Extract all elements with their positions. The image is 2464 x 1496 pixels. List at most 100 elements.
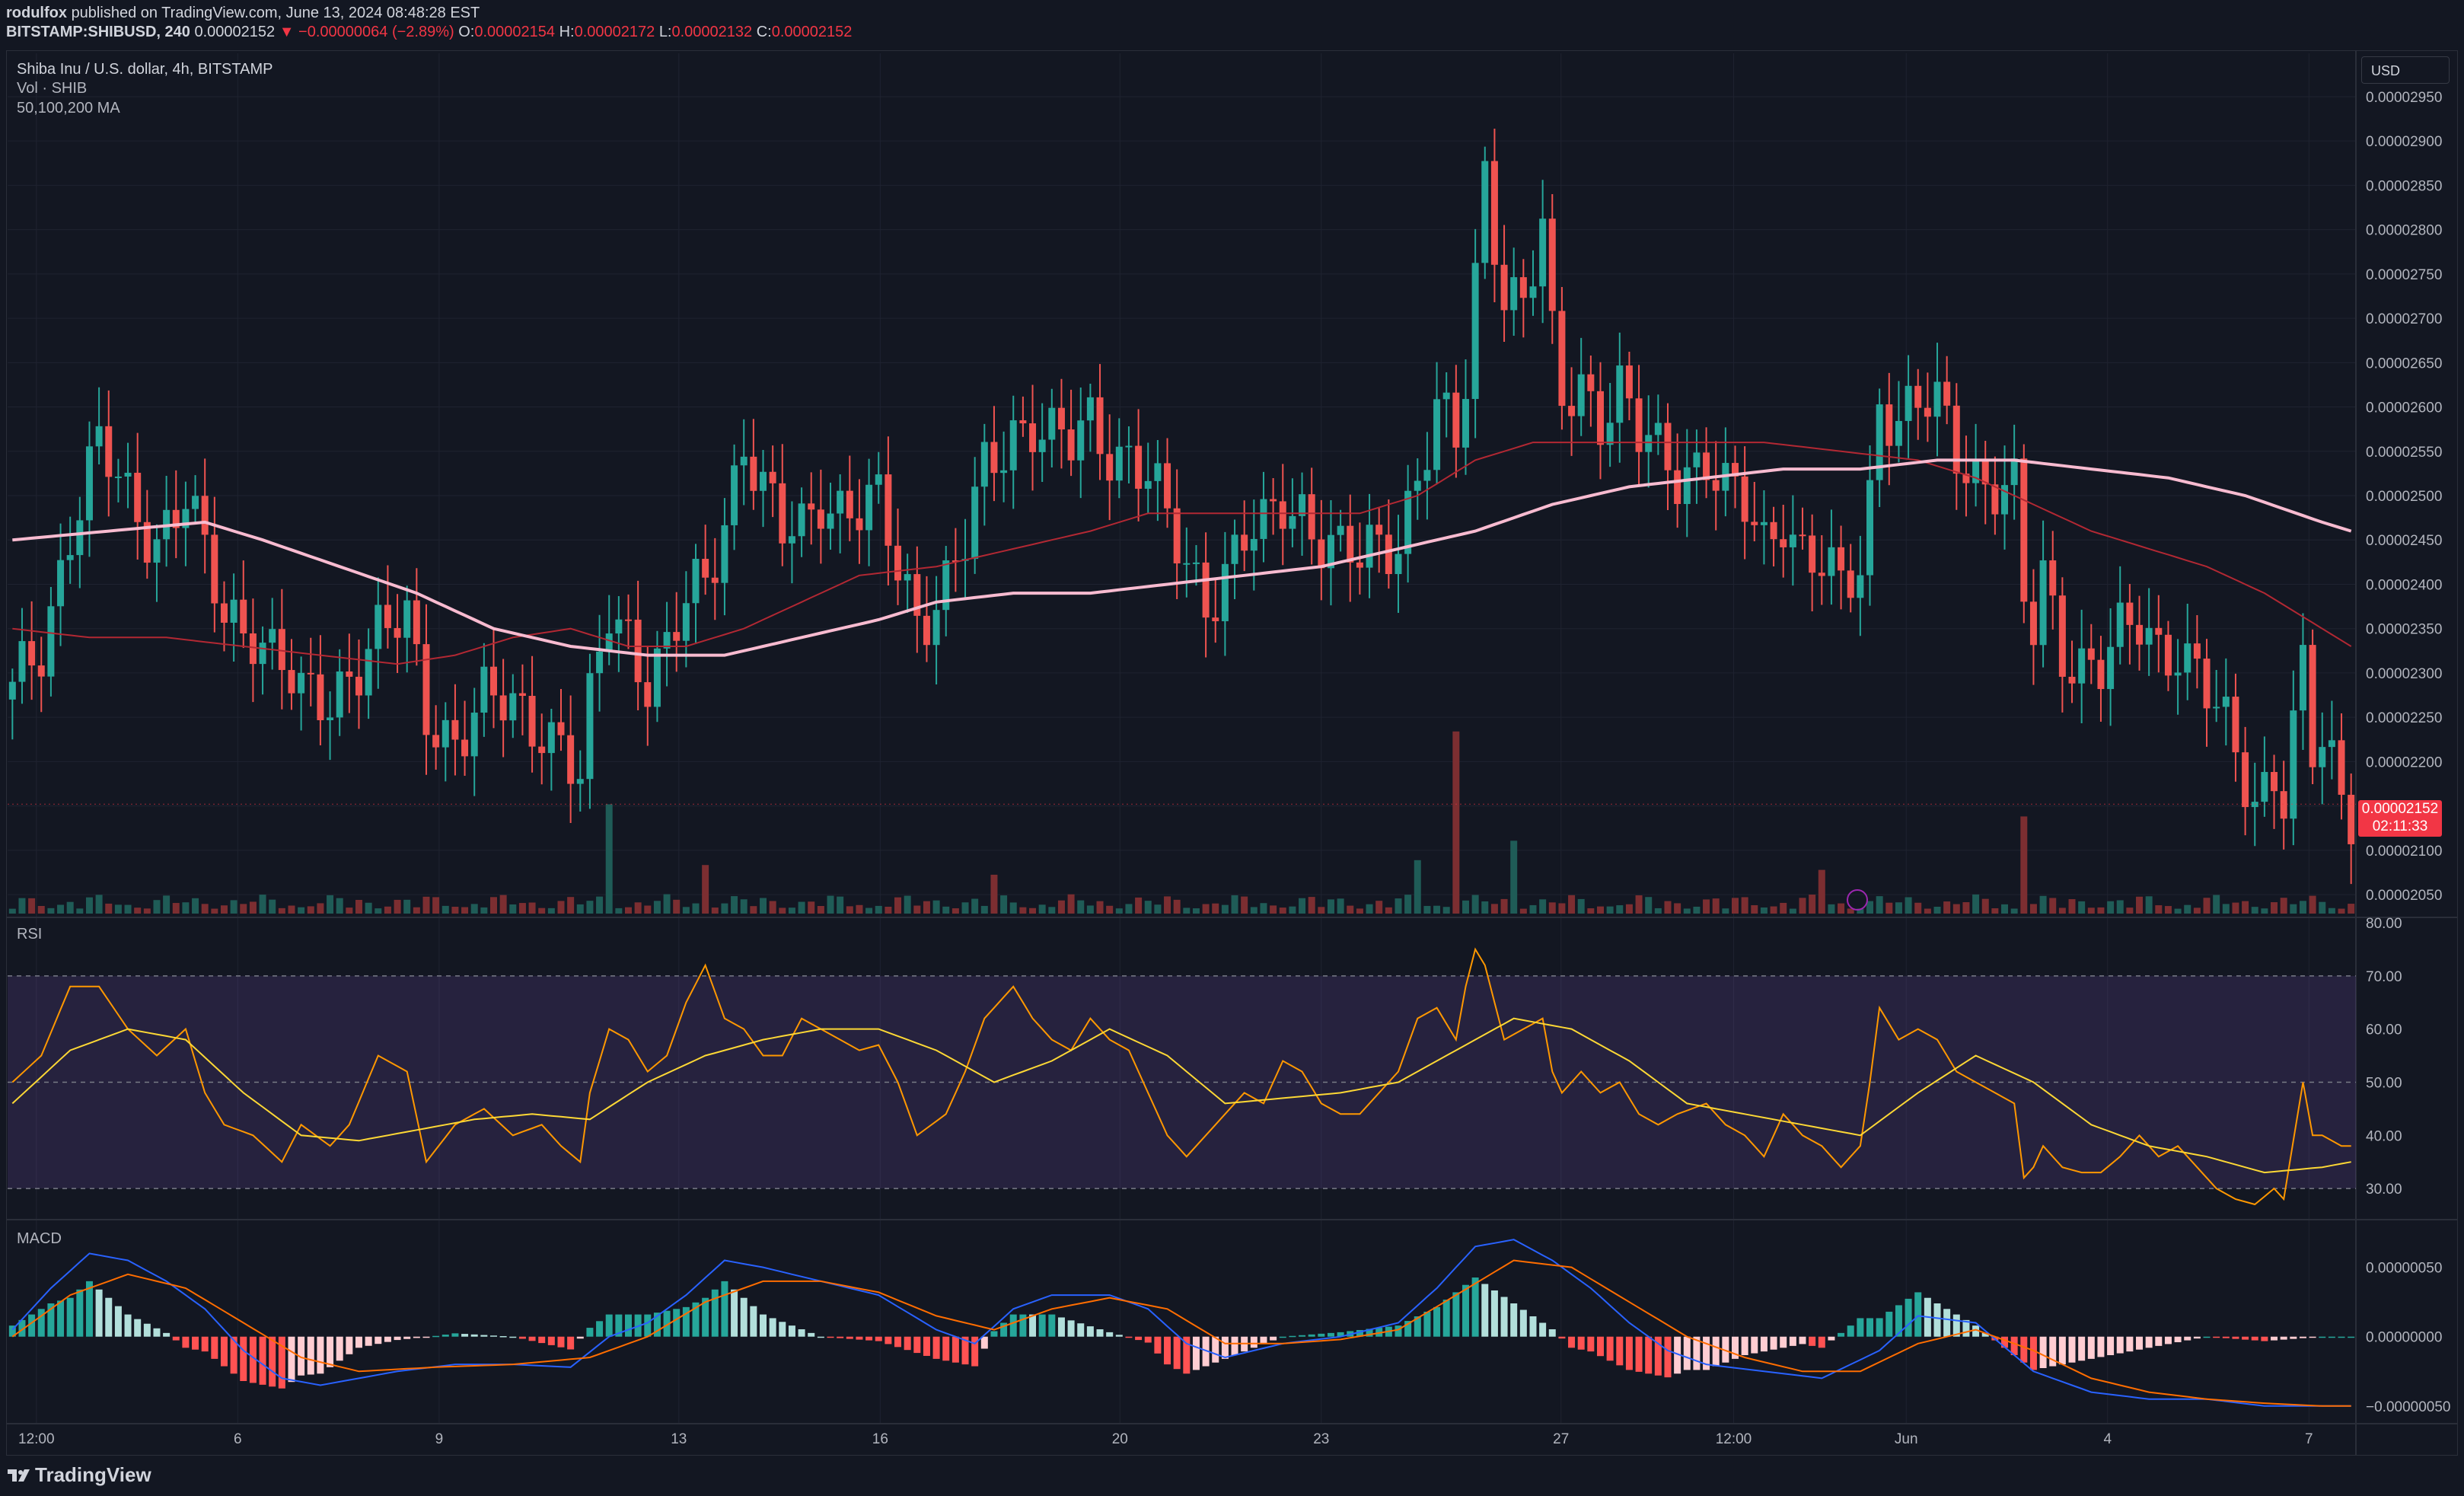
candle-body [1144,480,1152,489]
candle-body [1279,501,1286,529]
volume-bar [1029,907,1037,914]
chart-frame [6,50,2458,1456]
macd-histogram-bar [2058,1336,2066,1365]
price-tag: 0.00002152 02:11:33 [2358,800,2442,837]
rsi-label[interactable]: RSI [17,926,43,943]
candle-body [1924,407,1931,417]
candle-body [451,719,459,740]
macd-histogram-bar [692,1302,700,1337]
candle-body [1462,399,1469,448]
volume-bar [1221,904,1229,914]
candle-body [288,670,295,694]
macd-histogram-bar [1981,1332,1989,1337]
candle-body [663,632,671,649]
volume-bar [1260,903,1267,914]
macd-histogram-bar [951,1336,959,1363]
publisher-name[interactable]: rodulfox [6,5,67,21]
volume-bar [817,905,824,914]
low-value: 0.00002132 [671,24,753,40]
candle-body [47,606,55,677]
macd-histogram-bar [1135,1336,1143,1341]
macd-histogram-bar [307,1336,314,1375]
macd-histogram-bar [1202,1336,1210,1367]
candle-body [875,474,882,485]
macd-histogram-bar [1828,1336,1835,1341]
candle-body [923,615,930,646]
macd-histogram-bar [711,1289,719,1337]
macd-histogram-bar [576,1336,584,1339]
volume-bar [85,897,93,914]
volume-bar [95,895,103,914]
candle-body [711,577,719,583]
volume-bar [1038,904,1046,914]
candle-body [1404,490,1412,554]
candle-body [1847,570,1854,598]
volume-bar [875,905,882,914]
time-tick-label: 13 [671,1431,687,1447]
candle-body [2058,595,2066,677]
macd-histogram-bar [47,1303,55,1337]
macd-histogram-bar [1471,1278,1479,1337]
macd-histogram-bar [760,1314,767,1337]
chart-legend-title[interactable]: Shiba Inu / U.S. dollar, 4h, BITSTAMP [17,61,273,78]
macd-histogram-bar [441,1335,449,1337]
candle-body [1366,525,1373,568]
macd-histogram-bar [961,1336,969,1365]
candle-body [1780,539,1787,547]
macd-histogram-bar [1490,1290,1498,1337]
candle-body [1760,522,1768,525]
candle-body [153,539,161,563]
candle-body [95,426,103,447]
candle-body [1606,423,1614,445]
macd-histogram-bar [1115,1335,1123,1337]
volume-bar [240,904,247,914]
candle-body [808,503,815,510]
volume-bar [547,907,555,914]
macd-pane [8,1239,2355,1407]
candle-body [2348,794,2355,844]
candle-body [317,674,324,721]
macd-histogram-bar [2338,1336,2345,1338]
candle-body [2097,659,2105,690]
volume-legend[interactable]: Vol · SHIB [17,80,88,97]
tradingview-logo[interactable]: TradingView [8,1463,151,1487]
macd-histogram-bar [1558,1336,1566,1339]
volume-bar [336,898,343,914]
candle-body [2164,634,2172,676]
macd-histogram-bar [8,1325,16,1337]
candle-body [1654,423,1662,435]
volume-bar [1048,907,1056,914]
volume-bar [740,899,747,914]
volume-bar [1943,901,1951,914]
macd-label[interactable]: MACD [17,1230,62,1247]
ma-legend[interactable]: 50,100,200 MA [17,100,120,116]
candle-body [596,651,604,674]
macd-histogram-bar [913,1336,921,1354]
volume-bar [721,903,728,914]
currency-button[interactable]: USD [2361,56,2450,84]
macd-histogram-bar [1789,1336,1796,1346]
candle-body [384,604,391,628]
candle-body [1057,407,1065,430]
macd-histogram-bar [182,1336,190,1348]
volume-bar [779,907,786,914]
price-tick-label: 0.00002050 [2366,888,2442,904]
time-tick-label: 16 [872,1431,888,1447]
time-tick-label: 9 [435,1431,444,1447]
candle-body [1741,476,1748,522]
candle-body [1270,499,1277,502]
volume-bar [990,874,998,914]
volume-bar [2010,908,2018,914]
candle-body [576,779,584,784]
macd-histogram-bar [1481,1284,1489,1337]
volume-bar [230,900,237,914]
volume-bar [1202,904,1210,914]
volume-bar [1366,904,1373,914]
volume-bar [1664,901,1672,914]
macd-histogram-bar [2184,1336,2191,1341]
candle-body [1433,399,1441,470]
macd-histogram-bar [1462,1284,1469,1337]
macd-histogram-bar [201,1336,209,1352]
candle-body [394,627,401,638]
